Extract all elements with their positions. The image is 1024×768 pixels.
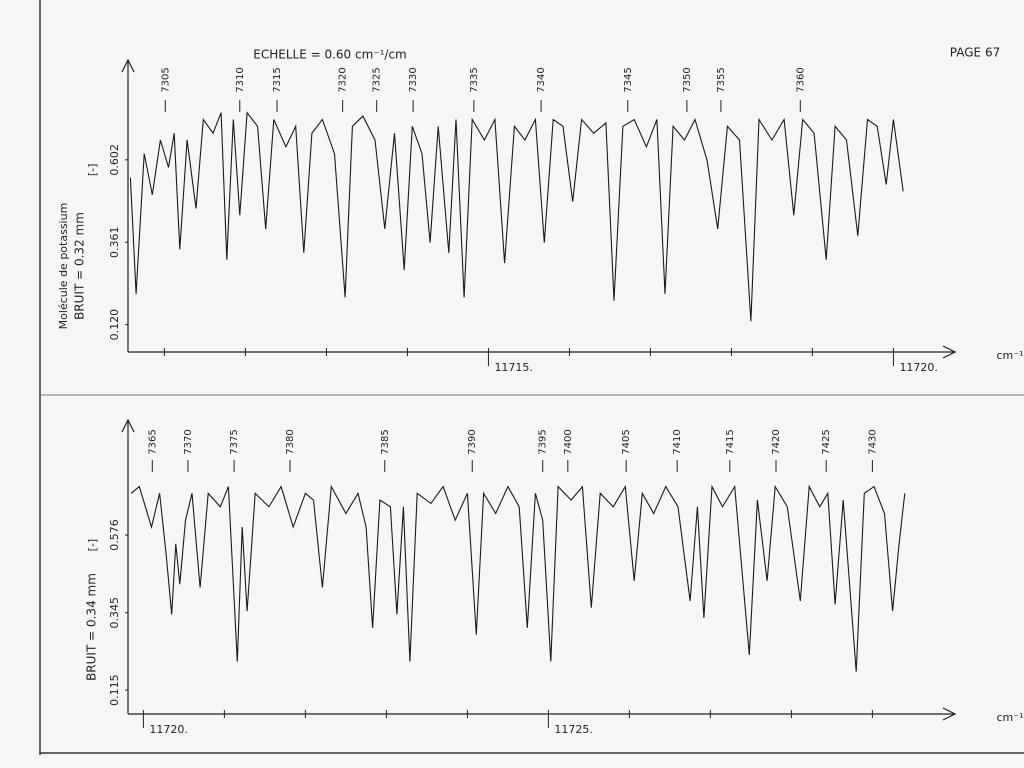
x-tick-label: 11715. (494, 361, 533, 374)
y-tick-label: 0.361 (108, 226, 121, 258)
line-id-label: 7305 (160, 67, 171, 92)
line-id-label: 7375 (229, 429, 240, 454)
y-tick-label: 0.120 (108, 309, 121, 341)
caption: Molécule de potassium (57, 203, 70, 330)
line-id-label: 7365 (147, 429, 158, 454)
line-id-label: 7315 (272, 67, 283, 92)
y-tick-label: 0.602 (108, 144, 121, 176)
y-axis-label: BRUIT = 0.34 mm (85, 573, 99, 681)
line-id-label: 7430 (867, 429, 878, 454)
unit-marker: [-] (86, 164, 99, 177)
line-id-label: 7425 (821, 429, 832, 454)
x-tick-label: 11725. (554, 723, 593, 736)
line-id-label: 7380 (285, 429, 296, 454)
unit-marker: [-] (86, 539, 99, 552)
line-id-label: 7405 (621, 429, 632, 454)
y-tick-label: 0.115 (108, 674, 121, 706)
line-id-label: 7390 (467, 429, 478, 454)
x-axis-unit: cm⁻¹ (997, 349, 1024, 362)
x-axis-unit: cm⁻¹ (997, 711, 1024, 724)
y-axis-arrow (121, 58, 135, 73)
line-id-label: 7335 (469, 67, 480, 92)
spectrum (130, 484, 906, 672)
scale-note: ECHELLE = 0.60 cm⁻¹/cm (253, 48, 407, 62)
line-id-label: 7400 (563, 429, 574, 454)
x-axis-arrow (942, 707, 957, 721)
line-id-label: 7385 (380, 429, 391, 454)
line-id-label: 7370 (183, 429, 194, 454)
x-tick-label: 11720. (899, 361, 938, 374)
page-number: PAGE 67 (950, 46, 1000, 60)
y-axis-label: BRUIT = 0.32 mm (73, 212, 87, 320)
line-id-label: 7345 (623, 67, 634, 92)
line-id-label: 7395 (538, 429, 549, 454)
spectrum (129, 111, 904, 322)
line-id-label: 7360 (795, 67, 806, 92)
line-id-label: 7420 (771, 429, 782, 454)
x-tick-label: 11720. (149, 723, 188, 736)
x-axis-arrow (942, 345, 957, 359)
y-axis-arrow (121, 418, 135, 433)
line-id-label: 7310 (235, 67, 246, 92)
line-id-label: 7415 (725, 429, 736, 454)
line-id-label: 7325 (372, 67, 383, 92)
line-id-label: 7350 (682, 67, 693, 92)
line-id-label: 7340 (536, 67, 547, 92)
line-id-label: 7320 (338, 67, 349, 92)
line-id-label: 7330 (408, 67, 419, 92)
y-tick-label: 0.345 (108, 597, 121, 629)
line-id-label: 7410 (672, 429, 683, 454)
line-id-label: 7355 (716, 67, 727, 92)
y-tick-label: 0.576 (108, 519, 121, 551)
